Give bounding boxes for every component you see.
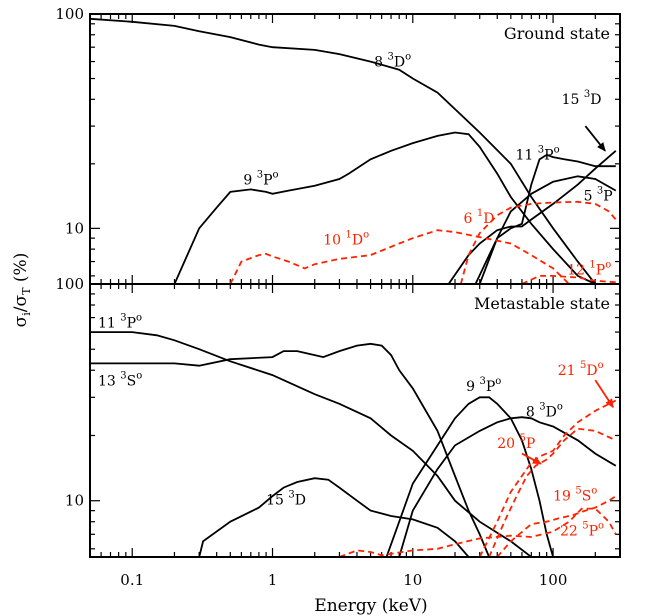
series-annotation: 15 3D [562,89,602,108]
series-line-8-3Do [398,416,617,557]
series-line-21-5Do [478,399,617,557]
series-annotation: 13 3So [98,371,142,390]
series-annotation: 5 3P [584,185,613,204]
panel-title: Ground state [504,24,610,43]
series-line-15-3D [447,150,617,284]
series-annotation: 9 3Po [243,170,278,189]
series-lines [90,17,617,557]
x-axis-title: Energy (keV) [314,596,427,616]
y-tick-label: 100 [55,5,84,23]
chart-labels: 10 100 Ground state 8 3Do 9 3Po 11 3Po 15 3D 5 … [55,5,614,589]
x-tick-label: 1 [268,571,278,589]
series-line-20-5P [488,427,617,557]
series-annotation: 8 3Do [374,51,411,70]
series-annotation: 21 5Do [558,360,604,379]
series-annotation: 19 5So [553,486,597,505]
tick-marks [89,13,621,557]
plot-frames [89,13,621,558]
series-line-6-1D [459,200,617,284]
series-line-9-3Po [173,131,596,284]
series-annotation: 9 3Po [466,376,501,395]
series-annotation: 6 1D [464,208,495,227]
series-line-13-3So [90,342,490,557]
y-tick-label: 100 [55,275,84,293]
series-annotation: 20 5P [497,433,535,452]
series-annotation: 22 5Po [560,521,604,540]
series-line-8-3Do [90,17,597,284]
series-line-15-3D [198,477,470,557]
x-tick-label: 10 [403,571,422,589]
series-line-9-3Po [385,396,554,557]
annotation-arrow [594,379,614,409]
series-annotation: 11 3Po [98,312,142,331]
series-line-10-1Do [229,229,570,284]
series-annotation: 10 1Do [323,230,369,249]
series-line-19-5So [496,495,617,557]
series-annotation: 12 1Po [567,259,611,278]
series-line-11-3Po [474,153,616,284]
y-tick-label: 10 [65,219,84,237]
annotation-arrow [584,125,606,152]
annotation-arrow [521,452,542,465]
panel-frame-2 [89,283,621,558]
series-line-5-3P [478,175,617,284]
series-line-22-5Po [339,507,617,557]
series-line-12-1Po [521,275,616,284]
x-tick-label: 100 [539,571,568,589]
series-annotation: 11 3Po [516,144,560,163]
series-line-11-3Po [90,331,532,557]
series-annotation: 15 3D [266,490,306,509]
panel-title: Metastable state [474,294,610,313]
y-axis-title: σi/σT (%) [11,253,33,328]
series-annotation: 8 3Do [526,401,563,420]
x-tick-label: 0.1 [120,571,144,589]
y-tick-label: 10 [65,492,84,510]
